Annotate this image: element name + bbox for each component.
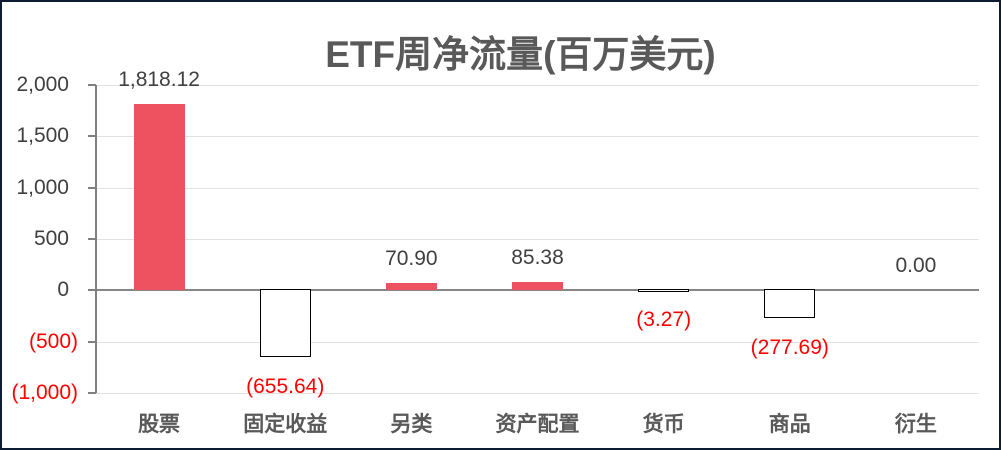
y-axis-line <box>95 85 97 393</box>
bar-equity <box>133 103 185 291</box>
y-axis-tick--500 <box>88 340 96 343</box>
value-label-currency: (3.27) <box>636 307 692 331</box>
y-axis-tick-1000 <box>88 186 96 189</box>
value-label-equity: 1,818.12 <box>118 67 200 91</box>
y-tick-label--1000: (1,000) <box>11 381 78 404</box>
value-label-fixed-income: (655.64) <box>246 374 325 398</box>
y-tick-label--500: (500) <box>28 329 78 353</box>
y-tick-label-2000: 2,000 <box>16 73 69 96</box>
y-axis-tick-2000 <box>88 84 96 86</box>
y-axis-tick-1500 <box>88 135 96 138</box>
category-label-equity: 股票 <box>138 413 181 436</box>
bar-alternatives <box>385 283 437 291</box>
value-label-alternatives: 70.90 <box>385 247 438 271</box>
category-label-derivative: 衍生 <box>894 413 937 436</box>
gridline-1000 <box>96 187 979 189</box>
chart-title: ETF周净流量(百万美元) <box>325 34 716 75</box>
y-tick-label-1500: 1,500 <box>16 124 69 148</box>
value-label-derivative: 0.00 <box>895 254 937 278</box>
y-tick-label-500: 500 <box>33 227 69 250</box>
value-label-commodity: (277.69) <box>750 335 829 359</box>
category-label-fixed-income: 固定收益 <box>243 413 328 436</box>
gridline--1000 <box>96 393 979 394</box>
category-label-commodity: 商品 <box>768 413 811 436</box>
y-axis-tick--1000 <box>88 392 96 394</box>
y-axis-tick-0 <box>88 289 96 292</box>
category-label-currency: 货币 <box>642 413 685 436</box>
bar-currency <box>638 289 690 293</box>
category-label-alternatives: 另类 <box>390 413 433 436</box>
bar-commodity <box>764 289 816 318</box>
value-label-asset-allocation: 85.38 <box>511 245 564 269</box>
gridline-500 <box>96 239 979 240</box>
category-label-asset-allocation: 资产配置 <box>495 413 580 436</box>
y-tick-label-1000: 1,000 <box>16 175 69 199</box>
gridline-2000 <box>96 85 979 86</box>
zero-line <box>96 289 979 292</box>
bar-fixed-income <box>259 289 311 357</box>
y-axis-tick-500 <box>88 238 96 240</box>
gridline-1500 <box>96 136 979 138</box>
bar-asset-allocation <box>512 281 563 291</box>
y-tick-label-0: 0 <box>57 278 69 302</box>
gridline--500 <box>96 341 979 343</box>
